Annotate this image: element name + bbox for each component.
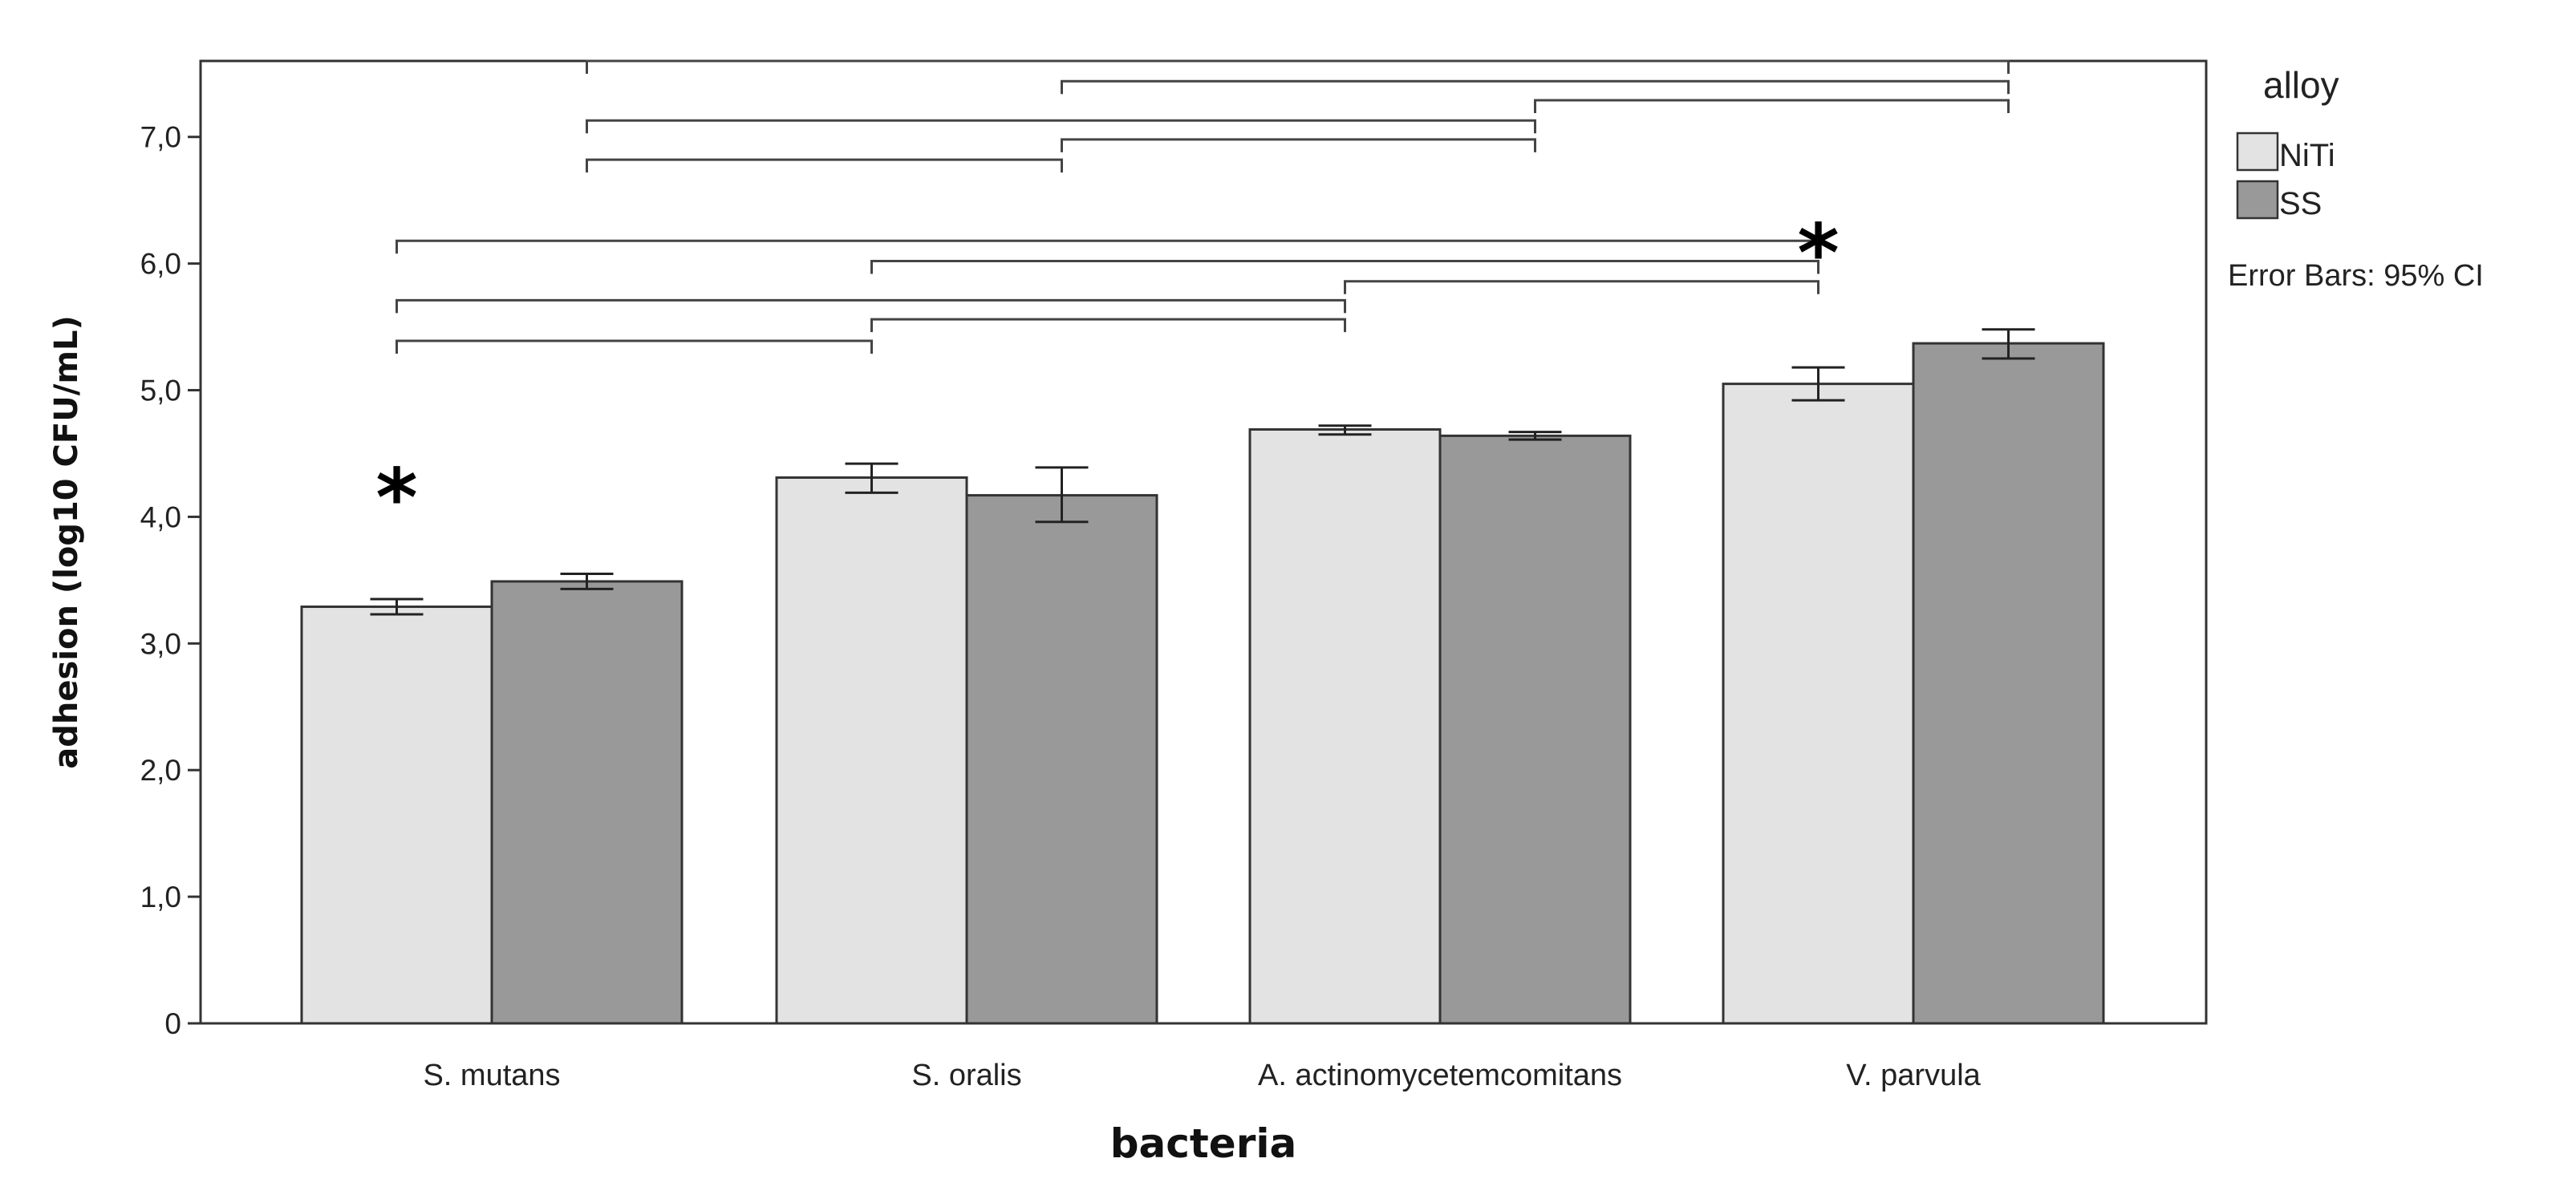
y-tick-label: 4,0 [140,500,181,533]
ss-comparison-bracket [586,59,2010,74]
significance-markers: ** [375,207,1839,545]
x-tick-label: S. mutans [423,1059,560,1092]
legend: alloy NiTi SS Error Bars: 95% CI [2228,64,2484,293]
bar-ss-0 [490,580,684,1025]
bar-ss-3 [1912,342,2105,1025]
bar-niti-2 [1248,427,1442,1025]
y-tick-label: 7,0 [140,121,181,154]
bar-ss-1 [965,494,1158,1025]
bars-group [300,342,2105,1025]
niti-comparison-bracket [870,318,1346,333]
ss-comparison-bracket [1534,99,2010,113]
legend-label-niti: NiTi [2279,138,2335,173]
bar-ss-2 [1438,434,1632,1025]
y-tick-label: 3,0 [140,627,181,660]
significance-asterisk: * [375,451,417,545]
y-tick-label: 2,0 [140,754,181,787]
x-axis: S. mutans S. oralis A. actinomycetemcomita… [423,1059,1981,1092]
y-tick-label: 6,0 [140,248,181,281]
bar-niti-3 [1722,383,1915,1025]
y-tick-label: 1,0 [140,881,181,913]
niti-comparison-bracket [396,298,1346,314]
x-axis-title: bacteria [1110,1120,1297,1167]
ss-comparison-bracket [1061,138,1536,152]
legend-title: alloy [2263,64,2339,106]
x-tick-label: S. oralis [911,1059,1021,1092]
bar-niti-0 [300,606,493,1025]
ss-comparison-bracket [586,158,1063,173]
comparison-brackets [396,59,2010,354]
y-axis: 0 1,0 2,0 3,0 4,0 5,0 6,0 7,0 [140,121,201,1040]
legend-swatch-ss [2236,180,2279,220]
y-tick-label: 0 [164,1007,181,1040]
ss-comparison-bracket [586,119,1536,134]
ss-comparison-bracket [1061,79,2010,95]
niti-comparison-bracket [1344,280,1819,294]
legend-swatch-niti [2236,132,2279,172]
legend-label-ss: SS [2279,186,2322,221]
significance-asterisk: * [1797,207,1839,301]
y-axis-title: adhesion (log10 CFU/mL) [48,315,85,769]
error-bars-group [370,328,2035,616]
error-bars-note: Error Bars: 95% CI [2228,259,2484,293]
y-tick-label: 5,0 [140,375,181,407]
niti-comparison-bracket [396,339,873,354]
niti-comparison-bracket [870,259,1819,274]
niti-comparison-bracket [396,239,1819,254]
bar-niti-1 [775,476,968,1025]
x-tick-label: A. actinomycetemcomitans [1258,1059,1622,1092]
x-tick-label: V. parvula [1846,1059,1981,1092]
